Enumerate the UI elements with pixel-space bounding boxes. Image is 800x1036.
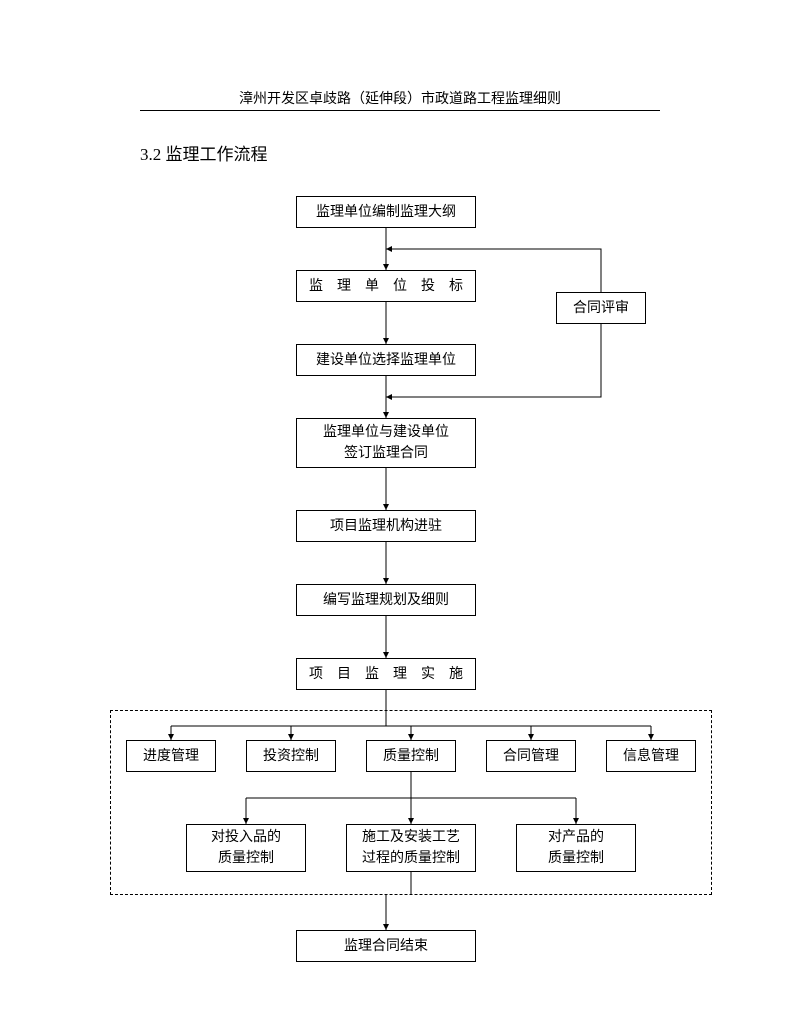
flow-node-label: 施工及安装工艺过程的质量控制 xyxy=(362,827,460,869)
flow-node-end: 监理合同结束 xyxy=(296,930,476,962)
branch-quality: 质量控制 xyxy=(366,740,456,772)
flow-node-label: 监理合同结束 xyxy=(344,936,428,957)
flow-node-review: 合同评审 xyxy=(556,292,646,324)
quality-process: 施工及安装工艺过程的质量控制 xyxy=(346,824,476,872)
branch-investment: 投资控制 xyxy=(246,740,336,772)
flow-node-outline: 监理单位编制监理大纲 xyxy=(296,196,476,228)
flow-node-label: 进度管理 xyxy=(143,746,199,767)
page-header-underline xyxy=(140,110,660,111)
flow-node-label: 合同评审 xyxy=(573,298,629,319)
flow-node-label: 投资控制 xyxy=(263,746,319,767)
page-header-title: 漳州开发区卓歧路（延伸段）市政道路工程监理细则 xyxy=(0,88,800,108)
branch-progress: 进度管理 xyxy=(126,740,216,772)
page-container: 漳州开发区卓歧路（延伸段）市政道路工程监理细则 3.2 监理工作流程 监理单位编… xyxy=(0,0,800,1036)
flow-node-label: 对产品的质量控制 xyxy=(548,827,604,869)
quality-input: 对投入品的质量控制 xyxy=(186,824,306,872)
flow-node-label: 建设单位选择监理单位 xyxy=(316,350,456,371)
flow-node-label: 编写监理规划及细则 xyxy=(323,590,449,611)
flow-node-bid: 监 理 单 位 投 标 xyxy=(296,270,476,302)
flow-node-station: 项目监理机构进驻 xyxy=(296,510,476,542)
branch-info: 信息管理 xyxy=(606,740,696,772)
flow-node-label: 质量控制 xyxy=(383,746,439,767)
flow-node-implement: 项 目 监 理 实 施 xyxy=(296,658,476,690)
section-number: 3.2 xyxy=(140,145,161,164)
quality-product: 对产品的质量控制 xyxy=(516,824,636,872)
flow-node-label: 监理单位与建设单位签订监理合同 xyxy=(323,422,449,464)
flow-node-select: 建设单位选择监理单位 xyxy=(296,344,476,376)
flow-node-label: 项目监理机构进驻 xyxy=(330,516,442,537)
flow-node-contract: 监理单位与建设单位签订监理合同 xyxy=(296,418,476,468)
flow-node-label: 监 理 单 位 投 标 xyxy=(309,276,463,297)
flow-node-plan: 编写监理规划及细则 xyxy=(296,584,476,616)
flow-node-label: 对投入品的质量控制 xyxy=(211,827,281,869)
flow-node-label: 合同管理 xyxy=(503,746,559,767)
flow-node-label: 监理单位编制监理大纲 xyxy=(316,202,456,223)
flow-node-label: 项 目 监 理 实 施 xyxy=(309,664,463,685)
branch-contract: 合同管理 xyxy=(486,740,576,772)
flow-node-label: 信息管理 xyxy=(623,746,679,767)
section-title-text: 监理工作流程 xyxy=(166,145,268,164)
section-heading: 3.2 监理工作流程 xyxy=(140,140,268,165)
